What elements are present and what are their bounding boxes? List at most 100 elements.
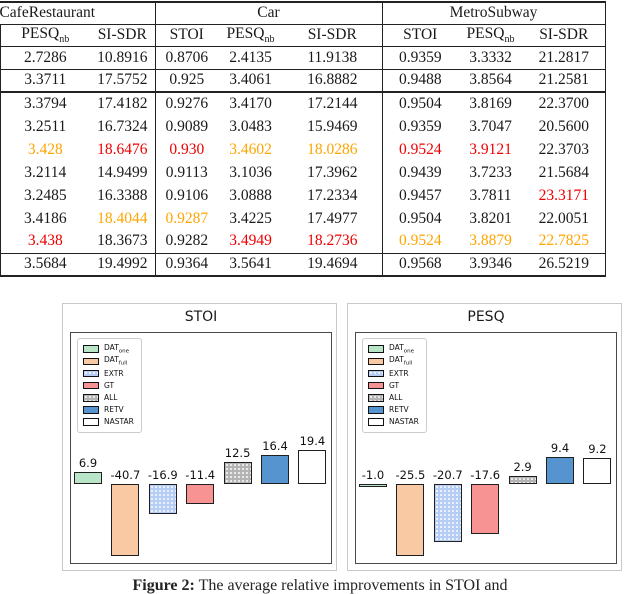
bar-nastar — [583, 458, 612, 484]
table-cell: 22.0051 — [523, 207, 606, 230]
table-row: 3.4186 18.4044 0.9287 3.4225 17.4977 0.9504 3.… — [0, 207, 606, 230]
table-cell: 3.3711 — [0, 69, 90, 93]
legend-label: DATone — [104, 342, 130, 355]
table-cell: 22.7825 — [523, 230, 606, 254]
table-cell: 18.6476 — [90, 138, 156, 161]
table-row: 3.428 18.6476 0.930 3.4602 18.0286 0.9524 3.91… — [0, 138, 606, 161]
bar-retv — [546, 457, 574, 484]
table-cell: 0.9089 — [165, 117, 209, 135]
legend-label: DATone — [389, 342, 415, 355]
stoi-chart: STOI DATone DATfull EXTR GT ALL RETV NASTAR 6.… — [62, 303, 337, 571]
table-cell: 21.2581 — [523, 69, 606, 93]
table-cell: 3.4170 — [229, 95, 272, 112]
legend-item: NASTAR — [368, 416, 419, 428]
bar-gt — [471, 484, 500, 534]
legend-item: RETV — [83, 404, 134, 416]
table-cell: 17.2334 — [283, 184, 383, 207]
legend-label: GT — [389, 380, 400, 390]
table-cell: 18.3673 — [90, 230, 156, 254]
table-cell: 3.428 — [27, 140, 63, 158]
legend-label: DATfull — [389, 354, 413, 367]
table-cell: 17.2144 — [283, 92, 383, 115]
legend-item: GT — [83, 380, 134, 392]
legend-swatch — [83, 345, 99, 353]
legend-label: RETV — [104, 405, 124, 415]
table-cell: 17.4977 — [283, 207, 383, 230]
table-cell: 0.9457 — [398, 186, 442, 204]
bar-value-label: -25.5 — [395, 468, 426, 482]
table-cell: 19.4992 — [90, 253, 156, 277]
legend-swatch — [368, 406, 384, 414]
table-cell: 3.4061 — [218, 69, 283, 93]
table-cell: 3.7811 — [469, 186, 512, 204]
table-cell: 0.930 — [169, 140, 205, 158]
table-row: 3.3794 17.4182 0.9276 3.4170 17.2144 0.9504 3.… — [0, 92, 606, 115]
table-cell: 3.8879 — [458, 230, 523, 254]
table-cell: 19.4694 — [283, 253, 383, 277]
legend-swatch — [368, 418, 384, 426]
table-cell: 3.0483 — [229, 117, 272, 135]
table-cell: 0.9113 — [165, 163, 208, 181]
legend-item: DATfull — [368, 355, 419, 367]
table-cell: 0.9488 — [382, 69, 458, 93]
table-row: 2.7286 10.8916 0.8706 2.4135 11.9138 0.9359 3.… — [0, 46, 606, 70]
column-header-sisdr: SI-SDR — [523, 24, 606, 47]
table-cell: 3.3794 — [23, 95, 67, 112]
legend-swatch — [368, 369, 384, 378]
bar-dat_full — [111, 484, 140, 556]
bar-value-label: -20.7 — [432, 468, 463, 482]
legend: DATone DATfull EXTR GT ALL RETV NASTAR — [77, 338, 142, 434]
bar-value-label: -11.4 — [185, 468, 216, 482]
table-cell: 0.9439 — [398, 163, 442, 181]
group-header-metrosubway: MetroSubway — [382, 2, 606, 25]
table-cell: 2.7286 — [0, 46, 90, 70]
bar-value-label: 6.9 — [78, 455, 98, 470]
table-cell: 3.2485 — [23, 186, 67, 204]
legend-item: EXTR — [83, 367, 134, 379]
table-cell: 3.3332 — [458, 46, 523, 70]
bar-extr — [148, 484, 177, 514]
legend-item: DATone — [368, 343, 419, 355]
legend-label: ALL — [104, 393, 118, 403]
table-cell: 3.4186 — [23, 209, 67, 227]
table-cell: 17.5752 — [90, 69, 156, 93]
legend-item: DATone — [83, 343, 134, 355]
table-cell: 0.9524 — [398, 140, 442, 158]
column-header-stoi: STOI — [155, 24, 218, 47]
table-cell: 3.7047 — [469, 117, 512, 135]
stoi-plot-area: DATone DATfull EXTR GT ALL RETV NASTAR 6.9 -40.… — [70, 332, 332, 564]
table-cell: 3.2114 — [24, 163, 67, 181]
table-row: 3.2114 14.9499 0.9113 3.1036 17.3962 0.9439 3.… — [0, 161, 606, 184]
table-cell: 0.9364 — [155, 253, 218, 277]
pesq-plot-area: DATone DATfull EXTR GT ALL RETV NASTAR -1.0 -25… — [355, 332, 617, 564]
table-cell: 2.4135 — [218, 46, 283, 70]
figure-caption-prefix: Figure 2: — [132, 577, 195, 594]
table-cell: 3.2511 — [24, 117, 67, 135]
bar-gt — [186, 484, 215, 505]
table-cell: 3.8169 — [469, 95, 512, 112]
table-cell: 3.438 — [0, 230, 90, 254]
legend-item: NASTAR — [83, 416, 134, 428]
legend-item: ALL — [368, 392, 419, 404]
bar-dat_one — [74, 471, 102, 484]
table-cell: 3.5641 — [218, 253, 283, 277]
column-header-sisdr: SI-SDR — [283, 24, 383, 47]
table-cell: 15.9469 — [283, 115, 383, 138]
table-cell: 0.9568 — [382, 253, 458, 277]
legend-swatch — [368, 357, 384, 366]
table-cell: 0.9524 — [382, 230, 458, 254]
table-cell: 18.4044 — [90, 207, 156, 230]
group-header-car: Car — [155, 2, 383, 25]
table-cell: 21.5684 — [523, 161, 606, 184]
column-header-stoi: STOI — [382, 24, 458, 47]
figure-caption: Figure 2: The average relative improveme… — [0, 577, 640, 594]
bar-all — [508, 475, 537, 484]
bar-all — [223, 461, 252, 484]
bar-value-label: -1.0 — [361, 468, 385, 482]
table-cell: 26.5219 — [523, 253, 606, 277]
table-cell: 18.2736 — [283, 230, 383, 254]
table-cell: 3.9346 — [458, 253, 523, 277]
legend-item: DATfull — [83, 355, 134, 367]
bar-value-label: 2.9 — [513, 459, 532, 474]
